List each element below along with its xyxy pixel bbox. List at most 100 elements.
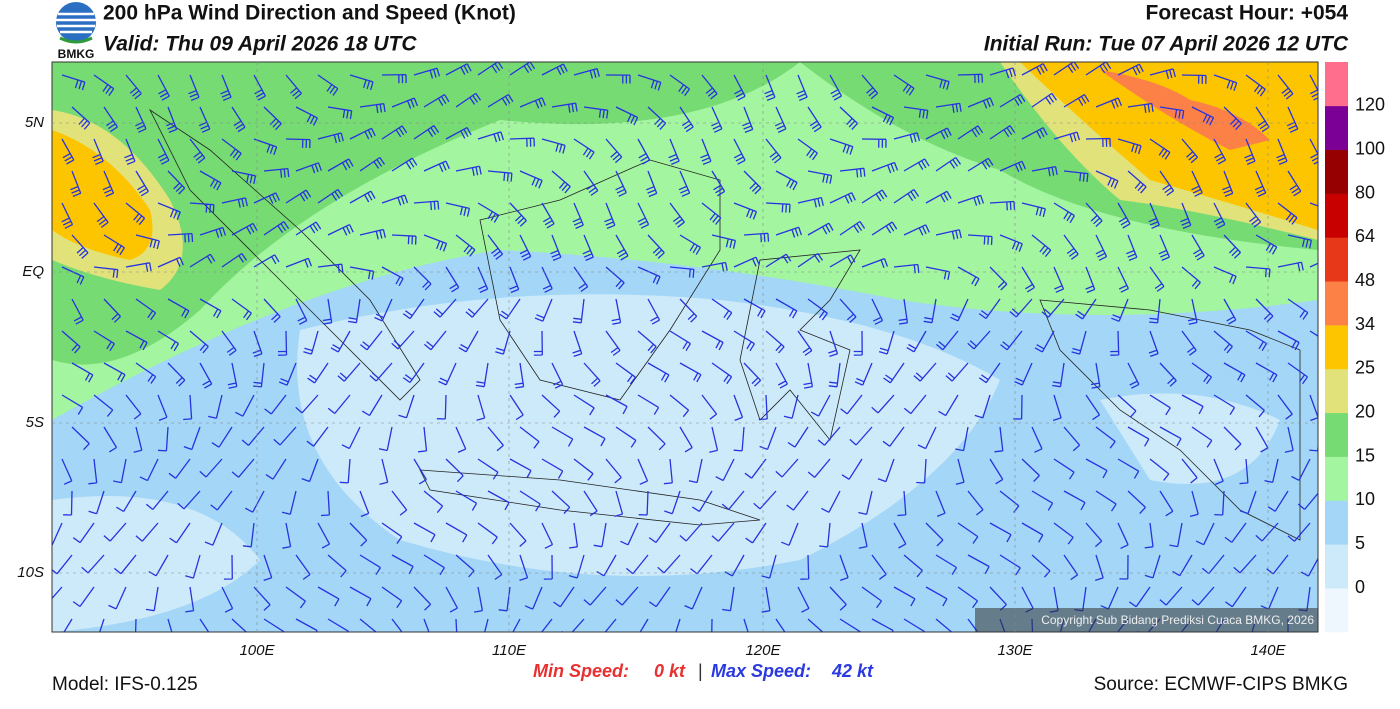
wind-barb [829, 586, 847, 611]
wind-barb [861, 74, 879, 100]
wind-barb [903, 618, 926, 632]
wind-barb [455, 490, 478, 511]
wind-barb [349, 190, 376, 204]
wind-barb [684, 586, 703, 610]
wind-barb [1187, 298, 1198, 325]
wind-barb [359, 228, 386, 240]
wind-barb [1117, 394, 1137, 418]
wind-barb [157, 202, 181, 221]
wind-barb [359, 103, 386, 114]
wind-barb [189, 253, 216, 268]
wind-barb [519, 490, 541, 512]
wind-barb [381, 586, 403, 609]
wind-barb [477, 62, 504, 76]
wind-barb [967, 157, 994, 172]
lon-label: 130E [997, 642, 1033, 659]
wind-barb [989, 266, 1008, 291]
wind-barb [263, 618, 285, 632]
wind-barb [1149, 138, 1171, 160]
wind-barb [103, 298, 121, 323]
wind-barb [668, 138, 680, 166]
wind-barb [1031, 490, 1054, 511]
wind-barb [374, 298, 393, 322]
wind-barb [639, 618, 649, 632]
wind-barb [1309, 394, 1318, 422]
wind-barb [220, 74, 232, 102]
wind-barb [295, 221, 322, 236]
wind-barb [157, 256, 184, 268]
wind-barb [541, 63, 568, 76]
wind-barb [199, 618, 210, 632]
wind-barb [883, 362, 905, 384]
wind-barb [1031, 234, 1052, 258]
wind-barb [913, 362, 937, 382]
wind-barb [157, 330, 180, 352]
wind-barb [743, 232, 770, 243]
wind-barb [1287, 298, 1309, 320]
wind-barb [906, 330, 927, 353]
wind-barb [285, 138, 311, 149]
wind-barb [679, 234, 702, 255]
wind-barb [615, 170, 627, 197]
wind-barb [854, 362, 873, 386]
wind-barb [381, 522, 403, 544]
wind-barb [1063, 554, 1079, 581]
wind-barb [861, 586, 883, 609]
wind-barb [871, 221, 898, 236]
wind-barb [647, 234, 665, 259]
wind-barb [1180, 202, 1192, 230]
wind-barb [487, 170, 513, 182]
wind-barb [925, 190, 952, 204]
wind-barb [116, 490, 137, 513]
wind-barb [669, 266, 695, 278]
wind-barb [455, 165, 482, 177]
wind-barb [231, 618, 248, 632]
wind-barb [543, 554, 553, 580]
wind-barbs [52, 62, 1318, 632]
wind-barb [125, 74, 142, 100]
wind-barb [861, 257, 889, 269]
wind-barb [1224, 522, 1247, 543]
wind-barb [625, 554, 649, 575]
wind-barb [715, 458, 735, 482]
wind-barb [359, 490, 370, 518]
wind-barb [967, 97, 995, 109]
wind-barb [700, 138, 712, 166]
wind-barb [775, 458, 799, 478]
wind-barb [765, 138, 782, 164]
colorbar-label: 80 [1355, 182, 1375, 202]
colorbar-segment [1325, 237, 1348, 282]
wind-barb [157, 394, 168, 422]
wind-barb [541, 138, 566, 154]
wind-barb [306, 426, 329, 447]
valid-time: Valid: Thu 09 April 2026 18 UTC [103, 33, 417, 56]
wind-barb [263, 106, 282, 131]
wind-barb [561, 618, 585, 632]
wind-barb [1233, 554, 1257, 574]
wind-barb [487, 554, 503, 580]
wind-barb [1117, 202, 1131, 229]
wind-barb [295, 394, 319, 414]
wind-barb [1021, 63, 1048, 76]
wind-barb [465, 298, 489, 318]
wind-barb [877, 458, 895, 483]
wind-barb [1021, 458, 1040, 483]
wind-barb [637, 74, 662, 91]
wind-barb [487, 234, 504, 260]
wind-barb [615, 234, 629, 261]
colorbar-segment [1325, 193, 1348, 238]
lat-label: 5N [25, 114, 44, 131]
wind-barb [295, 554, 311, 580]
wind-barb [999, 554, 1021, 576]
wind-barb [1277, 261, 1304, 272]
wind-barb [637, 330, 657, 354]
wind-barb [733, 74, 746, 101]
wind-barb [263, 221, 290, 236]
wind-barb [93, 394, 114, 417]
wind-barb [861, 189, 888, 204]
wind-barb [1085, 62, 1112, 76]
wind-barb [253, 138, 278, 156]
wind-barb [61, 202, 74, 229]
wind-barb [1095, 170, 1119, 189]
wind-barb [1189, 490, 1199, 518]
